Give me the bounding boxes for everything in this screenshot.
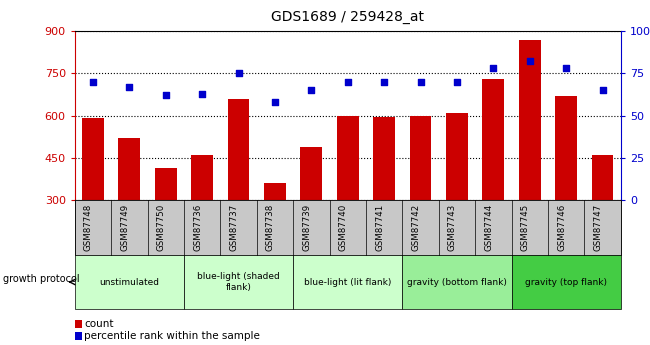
Text: GSM87738: GSM87738 (266, 204, 275, 251)
Point (561, 66, 571, 71)
Text: GSM87742: GSM87742 (411, 204, 421, 251)
Point (452, 79, 462, 85)
Bar (592, 155, 614, 285)
Text: growth protocol: growth protocol (3, 274, 80, 284)
Point (379, 79, 389, 85)
Bar (155, 168, 177, 285)
Point (161, 92, 171, 98)
Text: GSM87741: GSM87741 (375, 204, 384, 251)
Point (343, 79, 353, 85)
Point (124, 84, 135, 90)
Text: GSM87737: GSM87737 (229, 204, 239, 251)
Text: percentile rank within the sample: percentile rank within the sample (84, 332, 261, 341)
Text: unstimulated: unstimulated (99, 277, 159, 287)
Bar (118, 138, 140, 285)
Point (306, 87, 317, 93)
Text: GSM87747: GSM87747 (593, 204, 603, 251)
Bar (410, 116, 432, 285)
Text: GSM87748: GSM87748 (84, 204, 93, 251)
Point (270, 99, 280, 105)
Text: GSM87740: GSM87740 (339, 204, 348, 251)
Bar (227, 99, 250, 285)
Point (415, 79, 426, 85)
Point (233, 71, 244, 76)
Text: blue-light (lit flank): blue-light (lit flank) (304, 277, 391, 287)
Bar (191, 155, 213, 285)
Text: gravity (bottom flank): gravity (bottom flank) (407, 277, 507, 287)
Bar (337, 116, 359, 285)
Text: GSM87750: GSM87750 (157, 204, 166, 251)
Text: GSM87736: GSM87736 (193, 204, 202, 251)
Bar (300, 147, 322, 285)
Text: GSM87739: GSM87739 (302, 204, 311, 251)
Text: GSM87749: GSM87749 (120, 204, 129, 251)
Bar (446, 113, 468, 285)
Point (488, 66, 499, 71)
Text: blue-light (shaded
flank): blue-light (shaded flank) (197, 272, 280, 292)
Point (597, 87, 608, 93)
Point (525, 59, 535, 64)
Bar (519, 39, 541, 285)
Text: GDS1689 / 259428_at: GDS1689 / 259428_at (271, 10, 424, 24)
Bar (373, 117, 395, 285)
Text: GSM87743: GSM87743 (448, 204, 457, 251)
Bar (482, 79, 504, 285)
Bar (82, 118, 104, 285)
Point (88, 79, 98, 85)
Bar (264, 183, 286, 285)
Bar (555, 96, 577, 285)
Text: GSM87745: GSM87745 (521, 204, 530, 251)
Text: gravity (top flank): gravity (top flank) (525, 277, 607, 287)
Text: count: count (84, 319, 114, 329)
Text: GSM87746: GSM87746 (557, 204, 566, 251)
Point (197, 91, 207, 96)
Text: GSM87744: GSM87744 (484, 204, 493, 251)
